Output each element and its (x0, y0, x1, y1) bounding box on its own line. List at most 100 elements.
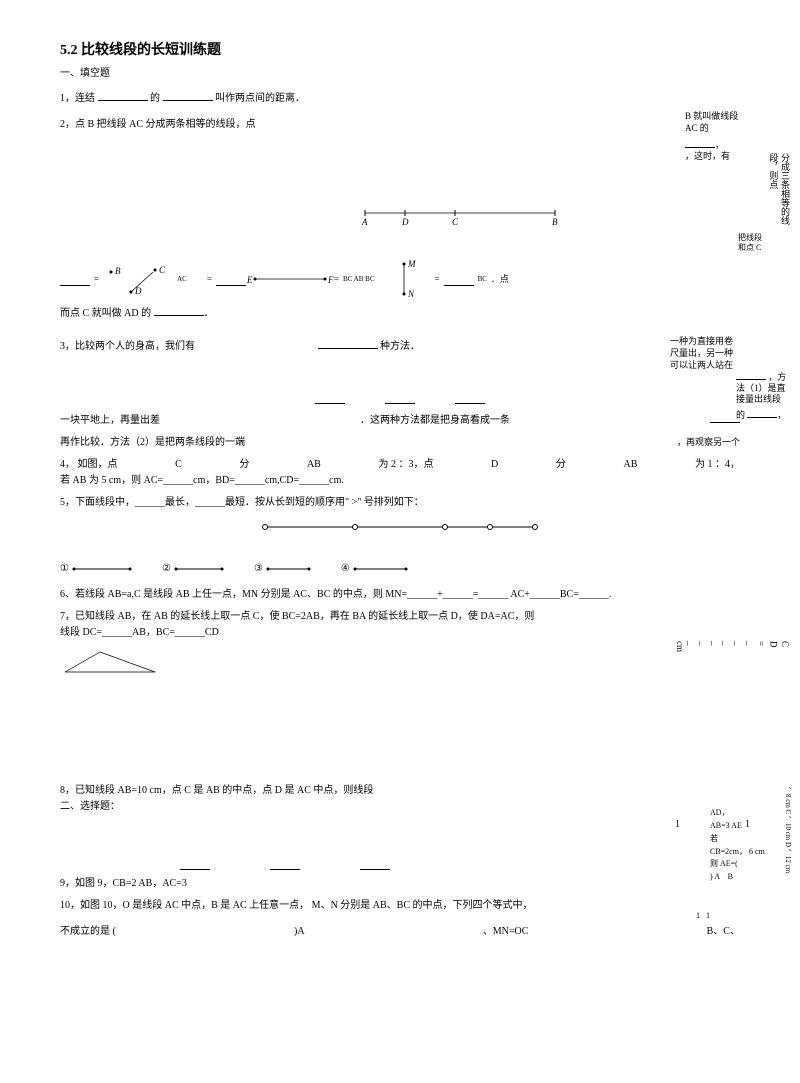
eq: = (94, 272, 99, 286)
blank (315, 391, 345, 404)
figure-line-adcb: A D C B (360, 203, 560, 223)
tiny-bc: BC (478, 274, 487, 285)
q4-p3: 为 2 ：3，点 (378, 457, 433, 473)
lab1: ① (60, 561, 69, 577)
q2-tail2: 而点 C 就叫做 AD 的 (60, 308, 151, 319)
q2-side2: 和点 C (738, 243, 761, 252)
frac-11: 1 1 (696, 910, 710, 923)
blank (747, 405, 777, 418)
q7-figure (60, 647, 740, 683)
opt-b: AB=3 AE (710, 820, 770, 833)
opt-a: AD， (710, 807, 770, 820)
fig-seg-eq: = BC ．点 (434, 272, 508, 286)
q2-right-mid: ，这时，有 (685, 151, 730, 161)
blank (360, 857, 390, 870)
q3-l3b: ，再观察另一个 (677, 435, 740, 449)
q5-figure (260, 519, 740, 541)
q9-main: 9，如图 9，CB=2 AB，AC=3 (60, 878, 187, 889)
q1-prefix: 1，连结 (60, 93, 95, 104)
section-fill: 一、填空题 (60, 66, 740, 82)
lab3: ③ (254, 561, 263, 577)
question-8: 8，已知线段 AB=10 cm，点 C 是 AB 的中点，点 D 是 AC 中点… (60, 783, 740, 799)
q3-mid: 种方法． (380, 341, 420, 352)
q7-side: C D = _ _ _ _ _ _ cm (673, 641, 790, 652)
blank (180, 857, 210, 870)
q4-ab: AB (307, 457, 321, 473)
svg-text:C: C (159, 265, 166, 275)
blank (318, 336, 378, 349)
blank (736, 367, 766, 380)
q3-right: 一种为直接用卷尺量出，另一种可以让两人站在 (670, 336, 740, 371)
question-2: B 就叫做线段 AC 的 ， ，这时，有 2，点 B 把线段 AC 分成两条相等… (60, 117, 740, 163)
question-5: 5，下面线段中，______最长，______最短．按从长到短的顺序用" >" … (60, 495, 740, 511)
eq: = (207, 272, 212, 286)
svg-text:D: D (134, 286, 142, 296)
q3-line3: 再作比较．方法（2）是把两条线段的一端 ，再观察另一个 (60, 435, 740, 451)
q1-mid: 的 (150, 93, 160, 104)
blank (455, 391, 485, 404)
opt-d: CB=2cm， (710, 847, 747, 856)
q3-line2: 一块平地上，再量出差 ．这两种方法都是把身高看成一条 (60, 410, 740, 429)
q2-rightnote: B 就叫做线段 AC 的 ， ，这时，有 (685, 111, 740, 163)
fig-seg-bc: = B C D AC (60, 264, 187, 294)
frac1: 1 (675, 817, 680, 833)
q2-side: 把线段 和点 C (738, 233, 788, 252)
question-10: 10，如图 10，O 是线段 AC 中点，B 是 AC 上任意一点， M、N 分… (60, 898, 740, 940)
q9-extra: 、8 cm C 、10 cm D 、12 cm (778, 787, 792, 873)
figure-row: = B C D AC = E F = BC AB BC M (60, 259, 740, 299)
question-6: 6、若线段 AB=a,C 是线段 AB 上任一点，MN 分别是 AC、BC 的中… (60, 587, 740, 603)
blank (685, 135, 715, 148)
q4-p1: 4， 如图，点 (60, 459, 118, 470)
q5-segments: ① ② ③ ④ (60, 561, 740, 577)
q2-side1: 把线段 (738, 233, 762, 242)
q3-l3a: 再作比较．方法（2）是把两条线段的一端 (60, 435, 245, 451)
q3-tail: ，方法（1）是直接量出线段的 ， (736, 367, 788, 420)
opt-6cm: 6 cm (749, 847, 765, 856)
svg-text:A: A (361, 217, 368, 227)
blank (710, 410, 740, 423)
question-9: AD， AB=3 AE 若 CB=2cm， 6 cm 则 AE=( ) A B … (60, 857, 740, 892)
q4-line2: 若 AB 为 5 cm，则 AC=______cm，BD=______cm,CD… (60, 473, 740, 489)
q4-p4: 分 (556, 457, 566, 473)
opt-c: 若 (710, 833, 770, 846)
q4-p2: 分 (239, 457, 249, 473)
q2-right-top: B 就叫做线段 AC 的 (685, 111, 738, 133)
q10-l2a: 不成立的是 ( (60, 924, 116, 940)
svg-text:N: N (407, 289, 415, 299)
q7-l1: 7，已知线段 AB，在 AB 的延长线上取一点 C，使 BC=2AB，再在 BA… (60, 609, 740, 625)
q9-options: AD， AB=3 AE 若 CB=2cm， 6 cm 则 AE=( ) A B (710, 807, 770, 884)
opt-f: ) A (710, 872, 720, 881)
question-4: 4， 如图，点 C 分 AB 为 2 ：3，点 D 分 AB 为 1 ：4， 若… (60, 457, 740, 489)
q4-c: C (175, 457, 182, 473)
q2-vertical: 分成三条相等的线段，则点 (767, 153, 790, 229)
opt-B: B (728, 872, 733, 881)
q4-d: D (491, 457, 498, 473)
svg-text:B: B (552, 217, 558, 227)
svg-text:C: C (452, 217, 459, 227)
q1-suffix: 叫作两点间的距离． (215, 93, 305, 104)
q3-main: 3，比较两个人的身高，我们有 (60, 341, 195, 352)
tiny-ac: AC (177, 274, 187, 285)
q3-l2a: 一块平地上，再量出差 (60, 413, 160, 429)
blank (60, 273, 90, 286)
svg-text:F: F (327, 275, 334, 285)
q4-p5: 为 1 ：4， (695, 457, 740, 473)
q3-l2b: ．这两种方法都是把身高看成一条 (360, 413, 510, 429)
question-1: 1，连结 的 叫作两点间的距离． (60, 88, 740, 107)
q10-l2d: B、C、 (707, 924, 740, 940)
blank (270, 857, 300, 870)
dot-text: ．点 (491, 272, 509, 286)
q8-main: 8，已知线段 AB=10 cm，点 C 是 AB 的中点，点 D 是 AC 中点… (60, 785, 373, 796)
section-choice: 二、选择题： (60, 799, 740, 815)
q10-l2b: )A (294, 924, 305, 940)
svg-text:E: E (246, 275, 253, 285)
q4-ab2: AB (623, 457, 637, 473)
question-3: 一种为直接用卷尺量出，另一种可以让两人站在 3，比较两个人的身高，我们有 种方法… (60, 336, 740, 371)
svg-text:B: B (115, 266, 121, 276)
lab2: ② (162, 561, 171, 577)
question-7: 7，已知线段 AB，在 AB 的延长线上取一点 C，使 BC=2AB，再在 BA… (60, 609, 740, 641)
q10-l1: 10，如图 10，O 是线段 AC 中点，B 是 AC 上任意一点， M、N 分… (60, 898, 740, 914)
fig-seg-ef: = E F = BC AB BC (207, 271, 375, 287)
eq: = (334, 272, 339, 286)
page-title: 5.2 比较线段的长短训练题 (60, 40, 740, 62)
